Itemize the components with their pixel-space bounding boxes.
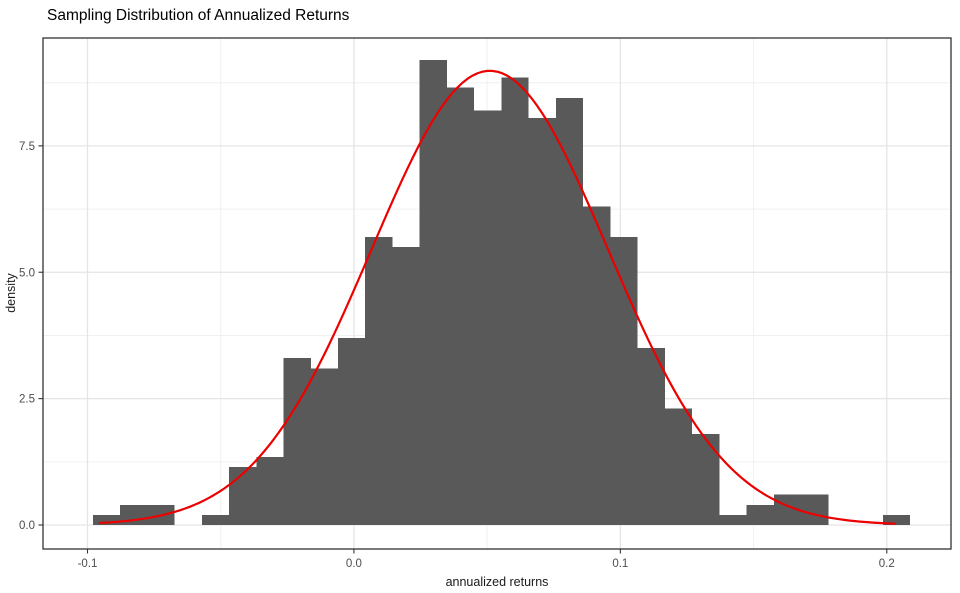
histogram-bar bbox=[310, 368, 339, 525]
histogram-bar bbox=[201, 514, 230, 525]
y-axis-title: density bbox=[4, 272, 18, 312]
y-tick-label: 7.5 bbox=[19, 141, 35, 153]
x-tick-label: 0.1 bbox=[612, 558, 628, 570]
histogram-bar bbox=[419, 59, 447, 525]
density-curve bbox=[98, 69, 896, 525]
y-tick-label: 2.5 bbox=[19, 394, 35, 406]
histogram-bar bbox=[474, 110, 502, 526]
histogram-bar bbox=[746, 504, 774, 525]
histogram-bar bbox=[256, 456, 284, 525]
histogram-bar bbox=[283, 358, 311, 525]
histogram-bar bbox=[692, 434, 720, 525]
histogram-bar bbox=[719, 514, 747, 525]
x-tick-label: 0.2 bbox=[879, 558, 895, 570]
y-tick-label: 0.0 bbox=[19, 520, 35, 532]
histogram-bar bbox=[528, 118, 556, 525]
histogram-bar bbox=[365, 236, 393, 526]
histogram-bar bbox=[882, 514, 911, 525]
histogram-bar bbox=[446, 87, 475, 526]
x-axis-title: annualized returns bbox=[446, 575, 549, 589]
histogram-bar bbox=[501, 77, 529, 525]
histogram-bar bbox=[338, 337, 366, 525]
histogram-bar bbox=[555, 97, 584, 525]
histogram-bar bbox=[664, 408, 693, 525]
histogram-bar bbox=[92, 514, 121, 525]
histogram-bar bbox=[229, 466, 257, 525]
panel-border bbox=[42, 37, 952, 550]
chart-title: Sampling Distribution of Annualized Retu… bbox=[47, 7, 350, 24]
histogram-bar bbox=[637, 348, 665, 525]
plot-layers: -0.1 0.0 0.1 0.2 0.0 2.5 5.0 7.5 bbox=[19, 37, 952, 570]
y-tick-label: 5.0 bbox=[19, 267, 35, 279]
x-tick-label: -0.1 bbox=[78, 558, 98, 570]
histogram-bar bbox=[610, 236, 638, 526]
histogram-bar bbox=[583, 206, 611, 525]
histogram-bar bbox=[801, 494, 829, 525]
histogram-bar bbox=[392, 246, 420, 525]
x-tick-label: 0.0 bbox=[346, 558, 362, 570]
